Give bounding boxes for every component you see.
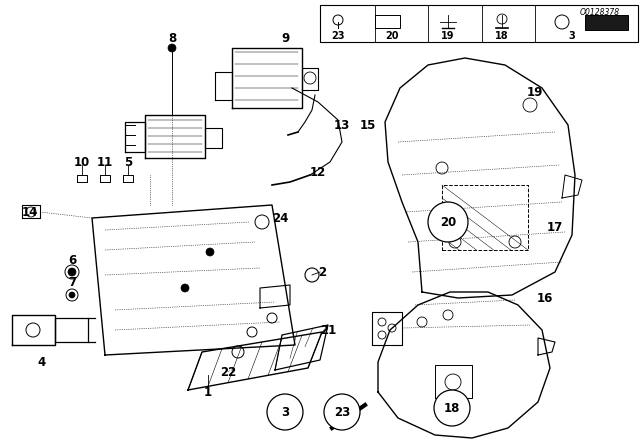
Text: 3: 3 <box>568 31 575 41</box>
Text: 19: 19 <box>527 86 543 99</box>
Text: 18: 18 <box>495 31 509 41</box>
Bar <box>320 5 638 42</box>
Text: 3: 3 <box>281 405 289 418</box>
Circle shape <box>181 284 189 292</box>
Circle shape <box>434 390 470 426</box>
Text: 15: 15 <box>360 119 376 132</box>
Text: 10: 10 <box>74 155 90 168</box>
Text: 19: 19 <box>441 31 455 41</box>
Text: 7: 7 <box>68 276 76 289</box>
Circle shape <box>267 394 303 430</box>
Circle shape <box>206 248 214 256</box>
Text: 23: 23 <box>332 31 345 41</box>
Text: 20: 20 <box>440 215 456 228</box>
Text: 1: 1 <box>204 385 212 399</box>
Text: 14: 14 <box>22 206 38 219</box>
Text: 21: 21 <box>320 323 336 336</box>
Circle shape <box>68 268 76 276</box>
Text: 6: 6 <box>68 254 76 267</box>
Circle shape <box>69 292 75 298</box>
Text: 11: 11 <box>97 155 113 168</box>
Text: 5: 5 <box>124 155 132 168</box>
Text: 22: 22 <box>220 366 236 379</box>
Text: 13: 13 <box>334 119 350 132</box>
Circle shape <box>428 202 468 242</box>
Text: 2: 2 <box>318 266 326 279</box>
Text: 4: 4 <box>38 356 46 369</box>
Text: 8: 8 <box>168 31 176 44</box>
Circle shape <box>324 394 360 430</box>
Text: 12: 12 <box>310 165 326 178</box>
Text: 24: 24 <box>272 211 288 224</box>
Circle shape <box>168 44 176 52</box>
Bar <box>585 15 628 30</box>
Text: O0128378: O0128378 <box>580 8 620 17</box>
Text: 9: 9 <box>281 31 289 44</box>
Text: 23: 23 <box>334 405 350 418</box>
Text: 17: 17 <box>547 221 563 234</box>
Text: 18: 18 <box>444 401 460 414</box>
Text: 20: 20 <box>385 31 399 41</box>
Text: 16: 16 <box>537 292 553 305</box>
